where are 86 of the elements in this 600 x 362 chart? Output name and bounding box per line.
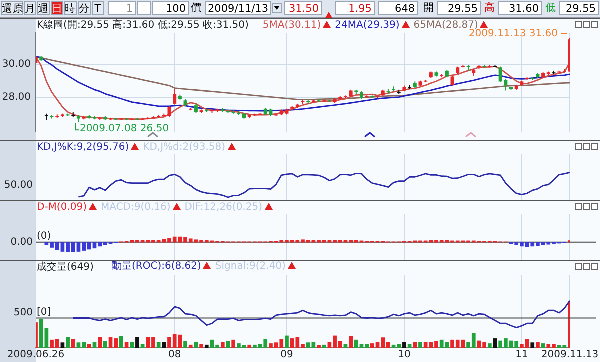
bar bbox=[66, 337, 70, 348]
text: 時 bbox=[64, 1, 77, 15]
bar bbox=[493, 338, 498, 348]
bar bbox=[488, 344, 492, 348]
bar bbox=[418, 342, 422, 348]
bar bbox=[536, 342, 540, 348]
x-tick-label: 09 bbox=[280, 350, 294, 361]
text: 還原 bbox=[1, 1, 24, 15]
x-tick-label: 2009.06.26 bbox=[7, 350, 65, 361]
bar bbox=[541, 344, 546, 348]
bar bbox=[232, 340, 236, 348]
text: 低 bbox=[544, 1, 558, 15]
text: 月 bbox=[24, 1, 36, 15]
annotation: 2009.11.13 31.60 bbox=[468, 28, 558, 40]
text: 29.55 bbox=[559, 1, 599, 15]
bar bbox=[413, 342, 418, 348]
candlestick bbox=[168, 106, 172, 118]
bar bbox=[124, 342, 129, 348]
bar bbox=[140, 344, 145, 348]
chart-title: K線圖(開:29.55 高:31.60 低:29.55 收:31.50) bbox=[37, 20, 249, 31]
bar bbox=[530, 342, 535, 348]
bar bbox=[130, 342, 134, 348]
text: 2009/11/13 bbox=[205, 1, 271, 15]
chart-title: 成交量(649) bbox=[37, 262, 94, 273]
bar bbox=[184, 341, 188, 348]
bar bbox=[92, 342, 97, 348]
y-tick-label: 28.00 bbox=[2, 92, 31, 103]
bar bbox=[194, 342, 198, 348]
bar bbox=[317, 345, 321, 348]
text: 開 bbox=[422, 1, 436, 15]
bar bbox=[408, 344, 412, 348]
text: 50.00 bbox=[4, 180, 33, 192]
bar bbox=[188, 344, 193, 348]
bar bbox=[98, 337, 102, 348]
bar bbox=[204, 344, 209, 348]
text: 動量(ROC):6(8.62) bbox=[112, 261, 202, 272]
text: 0.00 bbox=[10, 236, 33, 248]
text: 100 bbox=[152, 1, 189, 15]
y-tick-label: 30.00 bbox=[2, 58, 31, 70]
text: KD,J%d:2(93.58) bbox=[143, 142, 227, 153]
text: KD,J%K:9,2(95.76) bbox=[37, 142, 130, 153]
bar bbox=[349, 336, 353, 348]
text: DIF:12,26(0.25) bbox=[184, 202, 264, 213]
x-tick-label: 10 bbox=[398, 350, 411, 361]
bar bbox=[87, 344, 92, 348]
bar bbox=[402, 342, 406, 348]
bar bbox=[220, 342, 225, 348]
x-tick-label: 2009.11.13 bbox=[541, 350, 599, 361]
legend-label: D-M(0.09) bbox=[37, 202, 88, 213]
bar bbox=[136, 337, 140, 348]
bar bbox=[60, 342, 65, 348]
bar bbox=[285, 336, 289, 348]
bar bbox=[248, 344, 252, 348]
candlestick bbox=[173, 88, 177, 106]
annotation: [0] bbox=[37, 306, 52, 318]
text: 週 bbox=[37, 1, 50, 15]
text: 31.60 bbox=[498, 1, 542, 15]
text: 分 bbox=[78, 1, 91, 15]
text: 高 bbox=[484, 1, 496, 15]
text: 1 bbox=[108, 1, 136, 15]
text: 價 bbox=[190, 1, 203, 15]
candlestick bbox=[194, 103, 198, 114]
bar bbox=[71, 339, 76, 348]
text: 29.55 bbox=[437, 1, 481, 15]
text: 24MA(29.39) bbox=[335, 20, 401, 31]
text: 648 bbox=[378, 1, 418, 15]
annotation: 2009.07.08 26.50 bbox=[80, 124, 170, 135]
bar bbox=[344, 344, 348, 348]
bar bbox=[120, 336, 124, 348]
text: T bbox=[92, 1, 104, 15]
bar bbox=[103, 341, 108, 348]
bar bbox=[200, 344, 204, 348]
x-tick-label: 11 bbox=[516, 350, 528, 361]
text: Signal:9(2.40) bbox=[215, 261, 287, 272]
x-tick-label: 08 bbox=[168, 350, 182, 361]
annotation: (0) bbox=[37, 230, 52, 242]
text: MACD:9(0.16) bbox=[101, 202, 172, 213]
text: 5MA(30.11) bbox=[262, 20, 322, 31]
candlestick bbox=[450, 75, 454, 86]
bar bbox=[156, 342, 161, 348]
text: 1.95 bbox=[335, 1, 375, 15]
bar bbox=[322, 344, 326, 348]
text: 31.50 bbox=[284, 1, 322, 15]
text: 日 bbox=[51, 1, 63, 15]
text: 500 bbox=[14, 307, 33, 318]
bar bbox=[162, 342, 166, 348]
